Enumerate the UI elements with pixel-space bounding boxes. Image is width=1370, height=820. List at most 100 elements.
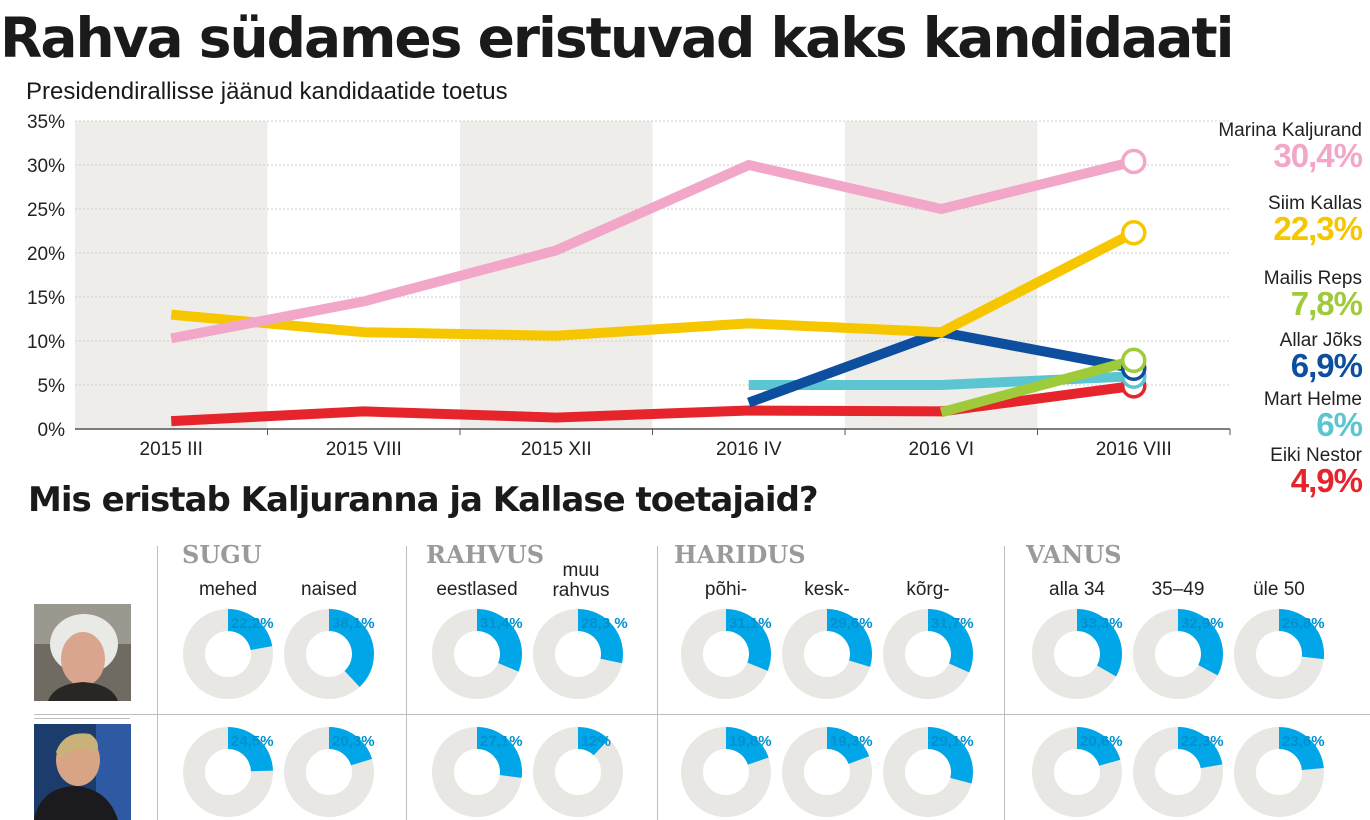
x-tick-label: 2016 VI [909, 439, 975, 460]
donut-segment [827, 727, 870, 764]
series-line [170, 156, 1135, 344]
y-tick-label: 10% [27, 332, 65, 353]
series-end-marker [1121, 347, 1147, 374]
row-separator [34, 714, 1370, 715]
group-separator [157, 546, 158, 820]
x-tick-label: 2015 XII [521, 439, 592, 460]
donut-value-label: 19,3% [830, 733, 873, 750]
category-label: 35–49 [1151, 579, 1205, 600]
x-tick-label: 2016 VIII [1096, 439, 1172, 460]
portrait-image [34, 724, 131, 820]
group-title: RAHVUS [426, 540, 545, 569]
donut-segment [1077, 727, 1121, 766]
category-label: naised [301, 579, 357, 600]
section-title: Mis eristab Kaljuranna ja Kallase toetaj… [28, 480, 819, 520]
donut-segment [928, 727, 974, 784]
x-tick-label: 2016 IV [716, 439, 782, 460]
column-band [460, 121, 653, 429]
donut-value-label: 32,9% [1181, 615, 1224, 632]
donut-segment [1279, 609, 1324, 660]
line-chart: 0% 5% 10% 15% 20% 25% 30% 35% 2015 III 2015 VIII 2… [27, 112, 1231, 460]
category-label: muu rahvus [552, 560, 610, 601]
series-value-label: 7,8% [1290, 285, 1363, 322]
series-name-label: Marina Kaljurand [1218, 120, 1362, 141]
donut-value-label: 12% [581, 733, 611, 750]
series-name-label: Eiki Nestor [1270, 445, 1362, 466]
group-title: SUGU [182, 540, 262, 569]
donut-segment [827, 609, 872, 667]
donut-segment [1178, 609, 1223, 676]
donut-segment [928, 609, 973, 673]
series-end-marker [1121, 220, 1147, 246]
series-name-label: Allar Jõks [1279, 330, 1362, 351]
donut-value-label: 19,8% [729, 733, 772, 750]
group-separator [1004, 546, 1005, 820]
category-label: kõrg- [906, 579, 950, 600]
donut-segment [329, 609, 375, 687]
y-tick-label: 25% [27, 200, 65, 221]
donut-segment [1077, 609, 1123, 677]
x-tick-label: 2015 III [140, 439, 203, 460]
category-label: alla 34 [1049, 579, 1105, 600]
donut-value-label: 33,3% [1080, 615, 1123, 632]
donut-segment [726, 609, 771, 671]
y-tick-label: 20% [27, 244, 65, 265]
donut-value-label: 22,2% [231, 615, 274, 632]
series-value-label: 6% [1316, 406, 1363, 443]
category-label: üle 50 [1253, 579, 1305, 600]
series-end-marker [1121, 148, 1147, 175]
donut-value-label: 29,6% [830, 615, 873, 632]
column-band [75, 121, 268, 429]
donut-value-label: 27,1% [480, 733, 523, 750]
x-tick-label: 2015 VIII [326, 439, 402, 460]
page-title: Rahva südames eristuvad kaks kandidaati [0, 6, 1235, 70]
group-separator [657, 546, 658, 820]
y-tick-label: 30% [27, 156, 65, 177]
donut-value-label: 20,3% [332, 733, 375, 750]
y-tick-label: 0% [38, 420, 66, 441]
line-chart-title: Presidendirallisse jäänud kandidaatide t… [26, 78, 508, 105]
donut-segment [1279, 727, 1324, 770]
donut-segment [726, 727, 769, 765]
donut-segment [1178, 727, 1223, 769]
category-label: põhi- [704, 579, 748, 600]
series-value-label: 22,3% [1273, 210, 1363, 247]
donut-segment [578, 609, 623, 664]
series-line [170, 228, 1137, 341]
series-value-label: 4,9% [1290, 462, 1363, 499]
donut-segment [578, 727, 609, 756]
donut-segment [329, 727, 373, 766]
y-tick-label: 5% [38, 376, 66, 397]
donut-value-label: 38,1% [332, 615, 375, 632]
series-name-label: Mart Helme [1263, 389, 1362, 410]
donut-value-label: 28,3 % [581, 615, 628, 632]
portrait-image [34, 604, 131, 701]
group-title: VANUS [1026, 540, 1122, 569]
donut-value-label: 29,1% [931, 733, 974, 750]
series-name-label: Siim Kallas [1268, 193, 1362, 214]
y-tick-label: 35% [27, 112, 65, 133]
group-separator [406, 546, 407, 820]
series-value-label: 30,4% [1273, 137, 1363, 174]
category-label: kesk- [804, 579, 850, 600]
donut-value-label: 23,6% [1282, 733, 1325, 750]
donut-segment [228, 727, 273, 772]
category-label: mehed [198, 579, 258, 600]
series-line [939, 355, 1136, 418]
donut-value-label: 31,4% [480, 615, 523, 632]
donut-value-label: 22,3% [1181, 733, 1224, 750]
y-tick-label: 15% [27, 288, 65, 309]
donut-value-label: 26,8% [1282, 615, 1325, 632]
row-separator [34, 718, 130, 719]
series-name-label: Mailis Reps [1263, 268, 1362, 289]
donut-value-label: 31,7% [931, 615, 974, 632]
column-band [267, 121, 460, 429]
category-label: eestlased [436, 579, 518, 600]
donut-value-label: 24,5% [231, 733, 274, 750]
donut-segment [228, 609, 273, 650]
group-title: HARIDUS [674, 540, 806, 569]
donut-segment [477, 609, 523, 672]
donut-value-label: 20,6% [1080, 733, 1123, 750]
donut-segment [477, 727, 522, 778]
